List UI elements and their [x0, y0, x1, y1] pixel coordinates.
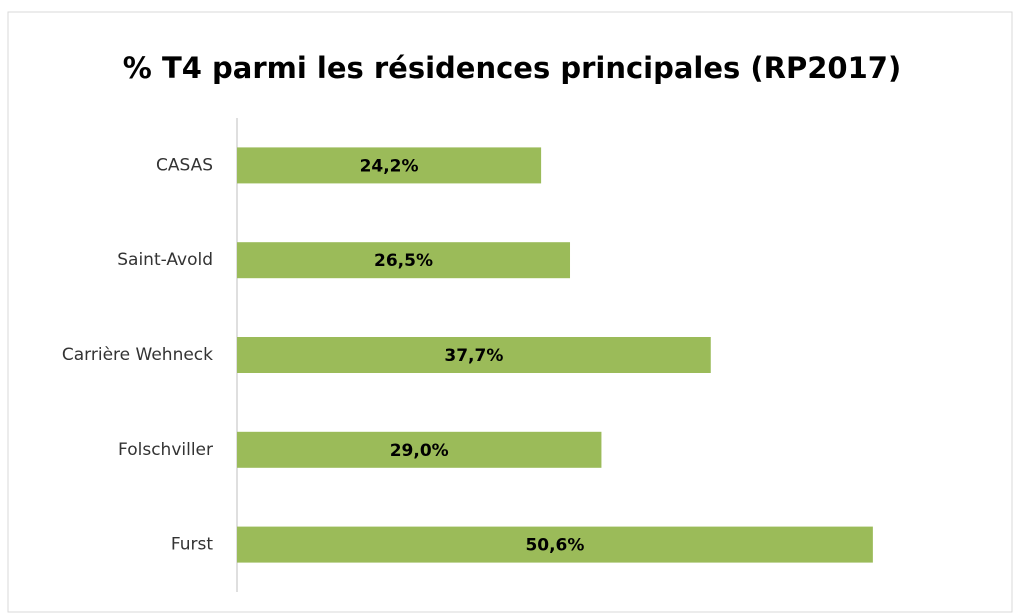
bar [237, 147, 542, 184]
bar [237, 337, 711, 373]
data-label: 37,7% [444, 346, 503, 366]
y-tick-label: Saint-Avold [117, 250, 213, 270]
data-label: 24,2% [360, 156, 419, 176]
chart-title: % T4 parmi les résidences principales (R… [123, 51, 901, 85]
bar [237, 431, 602, 468]
data-label: 29,0% [390, 441, 449, 461]
bar [237, 242, 571, 279]
chart-frame [7, 11, 1013, 613]
y-tick-label: Furst [171, 535, 213, 555]
y-tick-label: Folschviller [118, 440, 213, 460]
data-label: 50,6% [525, 536, 584, 556]
y-tick-label: CASAS [156, 155, 213, 175]
bar [237, 526, 873, 563]
y-tick-label: Carrière Wehneck [62, 345, 213, 365]
data-label: 26,5% [374, 251, 433, 271]
